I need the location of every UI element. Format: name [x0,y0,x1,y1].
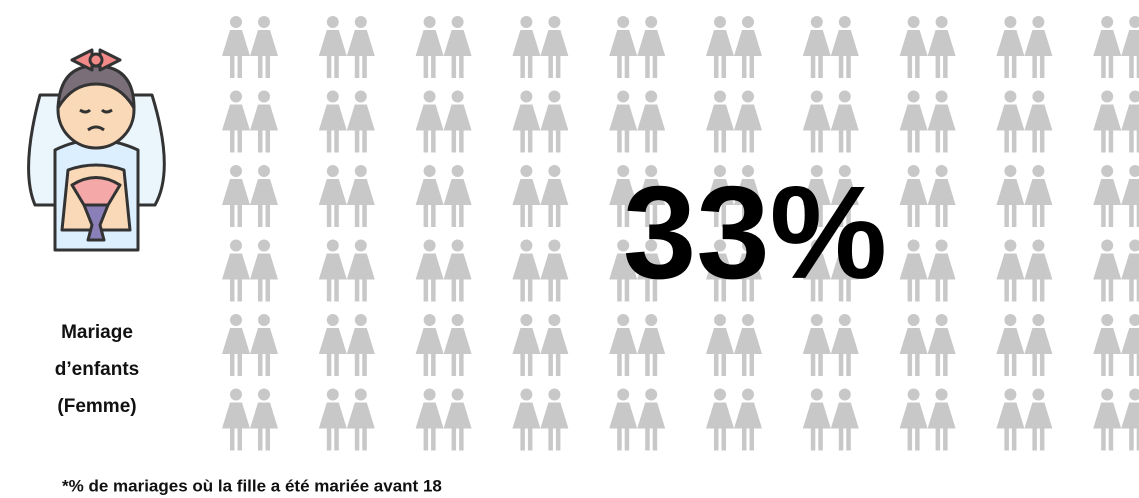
icon-empty [415,16,472,78]
icon-empty [512,90,569,153]
icon-empty [899,90,956,153]
category-label: (Femme) [57,396,136,417]
icon-empty [415,388,472,451]
icon-empty [899,16,956,78]
icon-empty [706,90,762,153]
icon-empty [996,314,1053,376]
icon-empty [512,239,569,302]
icon-empty [415,239,472,302]
icon-empty [222,314,278,376]
icon-empty [706,314,762,376]
icon-empty [222,388,278,451]
icon-empty [222,90,278,153]
icon-empty [222,239,278,302]
value-label: 33% [623,159,887,306]
icon-empty [415,314,472,376]
icon-empty [1093,314,1139,376]
icon-empty [512,388,569,451]
icon-empty [996,239,1053,302]
icon-empty [899,388,956,451]
footnote: *% de mariages où la fille a été mariée … [62,476,442,495]
icon-empty [318,90,375,153]
icon-empty [996,16,1053,78]
icon-empty [512,165,569,227]
icon-empty [318,165,375,227]
icon-empty [415,90,472,153]
icon-empty [802,16,859,78]
icon-empty [1093,16,1139,78]
icon-empty [996,388,1053,451]
icon-empty [318,314,375,376]
icon-empty [802,314,859,376]
icon-empty [609,314,666,376]
icon-empty [1093,90,1139,153]
icon-empty [899,165,956,227]
icon-empty [318,388,375,451]
icon-empty [996,90,1053,153]
icon-empty [222,165,278,227]
icon-empty [1093,388,1139,451]
icon-empty [415,165,472,227]
category-label: Mariage [61,322,133,343]
icon-empty [706,16,762,78]
icon-empty [512,314,569,376]
icon-empty [512,16,569,78]
icon-empty [1093,239,1139,302]
icon-empty [996,165,1053,227]
icon-empty [802,90,859,153]
category-label: d’enfants [55,359,139,380]
icon-empty [899,239,956,302]
icon-empty [609,16,666,78]
icon-empty [802,388,859,451]
icon-empty [1093,165,1139,227]
icon-empty [609,90,666,153]
icon-empty [609,388,666,451]
bride-illustration [27,48,166,252]
icon-empty [222,16,278,78]
icon-empty [318,239,375,302]
icon-empty [318,16,375,78]
icon-empty [706,388,762,451]
icon-empty [899,314,956,376]
